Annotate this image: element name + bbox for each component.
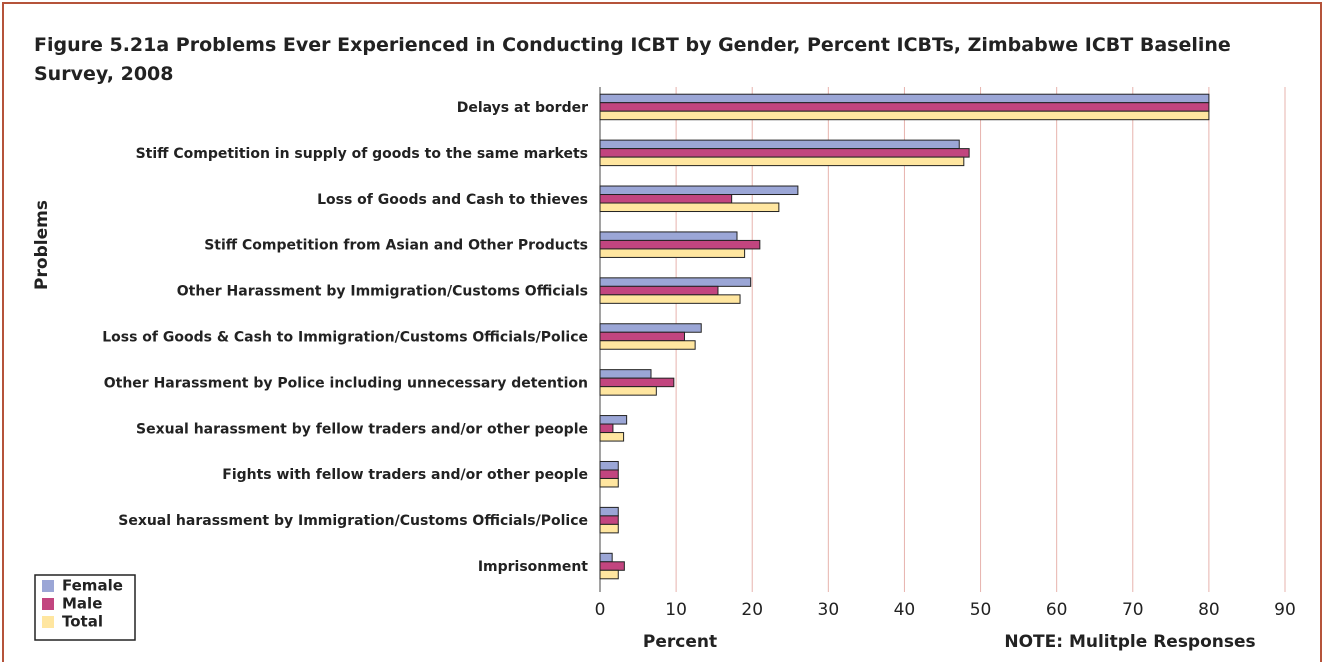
y-tick-label: Delays at border xyxy=(457,100,588,116)
bar xyxy=(599,110,1210,121)
bar xyxy=(599,432,625,442)
y-tick-label: Fights with fellow traders and/or other … xyxy=(222,467,588,483)
x-tick-label: 0 xyxy=(595,600,606,620)
bar xyxy=(599,423,614,434)
bar xyxy=(599,331,685,342)
bar xyxy=(599,156,965,167)
bar xyxy=(599,323,702,333)
legend-swatch xyxy=(42,580,54,592)
y-tick-label: Stiff Competition from Asian and Other P… xyxy=(204,238,588,254)
y-tick-label: Loss of Goods & Cash to Immigration/Cust… xyxy=(102,330,588,346)
bar xyxy=(599,239,761,250)
bar xyxy=(599,139,960,150)
y-axis-label: Problems xyxy=(32,200,52,290)
bar xyxy=(599,148,970,158)
x-tick-label: 30 xyxy=(818,600,840,620)
y-tick-label: Loss of Goods and Cash to thieves xyxy=(317,192,588,208)
x-tick-label: 80 xyxy=(1198,600,1220,620)
bar xyxy=(599,561,625,571)
bar xyxy=(599,515,619,525)
bar xyxy=(599,386,657,396)
bar xyxy=(599,185,799,196)
bar xyxy=(599,469,619,479)
chart-title: Figure 5.21a Problems Ever Experienced i… xyxy=(34,34,1231,85)
bar xyxy=(599,552,613,563)
y-tick-label: Sexual harassment by fellow traders and/… xyxy=(136,421,588,437)
bar xyxy=(599,202,780,213)
bar xyxy=(599,477,619,488)
bar xyxy=(599,415,628,425)
x-axis-label: Percent xyxy=(643,632,717,652)
bar xyxy=(599,294,741,304)
legend-label: Female xyxy=(62,577,123,595)
bar xyxy=(599,248,746,258)
legend-label: Male xyxy=(62,595,102,613)
bar xyxy=(599,93,1210,104)
legend-swatch xyxy=(42,616,54,628)
x-tick-label: 10 xyxy=(665,600,687,620)
bar xyxy=(599,285,719,296)
y-tick-label: Sexual harassment by Immigration/Customs… xyxy=(118,513,588,529)
y-tick-label: Stiff Competition in supply of goods to … xyxy=(136,146,588,162)
bar xyxy=(599,460,619,471)
bar xyxy=(599,506,619,517)
bar xyxy=(599,377,675,388)
note: NOTE: Mulitple Responses xyxy=(1004,632,1255,652)
x-tick-label: 40 xyxy=(894,600,916,620)
x-tick-label: 70 xyxy=(1122,600,1144,620)
y-tick-label: Other Harassment by Immigration/Customs … xyxy=(177,284,588,300)
bar xyxy=(599,369,652,379)
x-tick-label: 50 xyxy=(970,600,992,620)
bar xyxy=(599,277,752,287)
legend-swatch xyxy=(42,598,54,610)
x-tick-label: 90 xyxy=(1274,600,1296,620)
bar xyxy=(599,231,738,241)
y-tick-label: Imprisonment xyxy=(478,559,588,575)
bar xyxy=(599,102,1210,112)
bar xyxy=(599,194,733,204)
chart-title-line: Figure 5.21a Problems Ever Experienced i… xyxy=(34,34,1231,56)
chart-title-line: Survey, 2008 xyxy=(34,63,173,85)
bar xyxy=(599,340,696,350)
legend-label: Total xyxy=(62,613,103,631)
bar xyxy=(599,569,619,580)
x-tick-label: 20 xyxy=(741,600,763,620)
y-tick-label: Other Harassment by Police including unn… xyxy=(104,375,588,391)
x-tick-label: 60 xyxy=(1046,600,1068,620)
bar xyxy=(599,523,619,534)
